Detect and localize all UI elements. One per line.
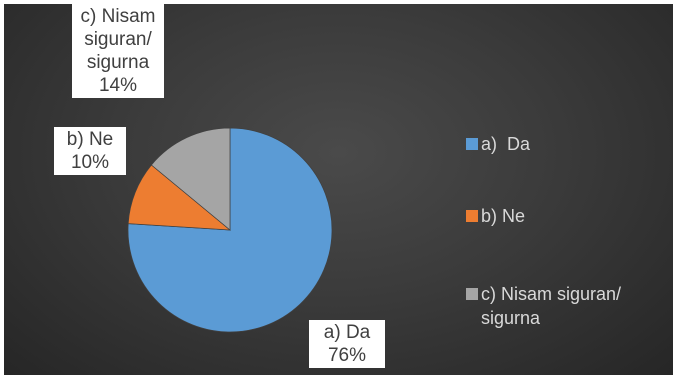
data-label-a: a) Da 76% xyxy=(309,320,385,368)
legend-item-b: b) Ne xyxy=(466,204,666,228)
legend-label-b: b) Ne xyxy=(481,206,526,226)
legend-item-a: a) Da xyxy=(466,132,666,156)
data-label-c-line1: c) Nisam xyxy=(80,6,156,27)
data-label-b: b) Ne 10% xyxy=(54,127,126,175)
data-label-a-percent: 76% xyxy=(327,345,367,366)
pie-slices xyxy=(127,127,333,333)
data-label-c-line3: sigurna xyxy=(86,52,150,73)
legend-swatch-b xyxy=(466,210,478,222)
data-label-c-line2: siguran/ xyxy=(84,29,152,50)
chart-area: c) Nisam siguran/ sigurna 14% b) Ne 10% … xyxy=(4,4,673,375)
legend-item-c: c) Nisam siguran/ sigurna xyxy=(466,282,666,330)
pie-slice-c xyxy=(150,127,231,231)
data-label-c: c) Nisam siguran/ sigurna 14% xyxy=(72,4,164,98)
legend-swatch-a xyxy=(466,138,478,150)
data-label-c-percent: 14% xyxy=(98,75,138,96)
legend-label-a: a) Da xyxy=(481,134,531,154)
legend-label-c: c) Nisam siguran/ sigurna xyxy=(481,284,622,328)
data-label-b-percent: 10% xyxy=(70,152,110,173)
legend-swatch-c xyxy=(466,288,478,300)
pie-chart xyxy=(127,127,333,333)
data-label-a-line1: a) Da xyxy=(323,322,371,343)
data-label-b-line1: b) Ne xyxy=(66,129,114,150)
